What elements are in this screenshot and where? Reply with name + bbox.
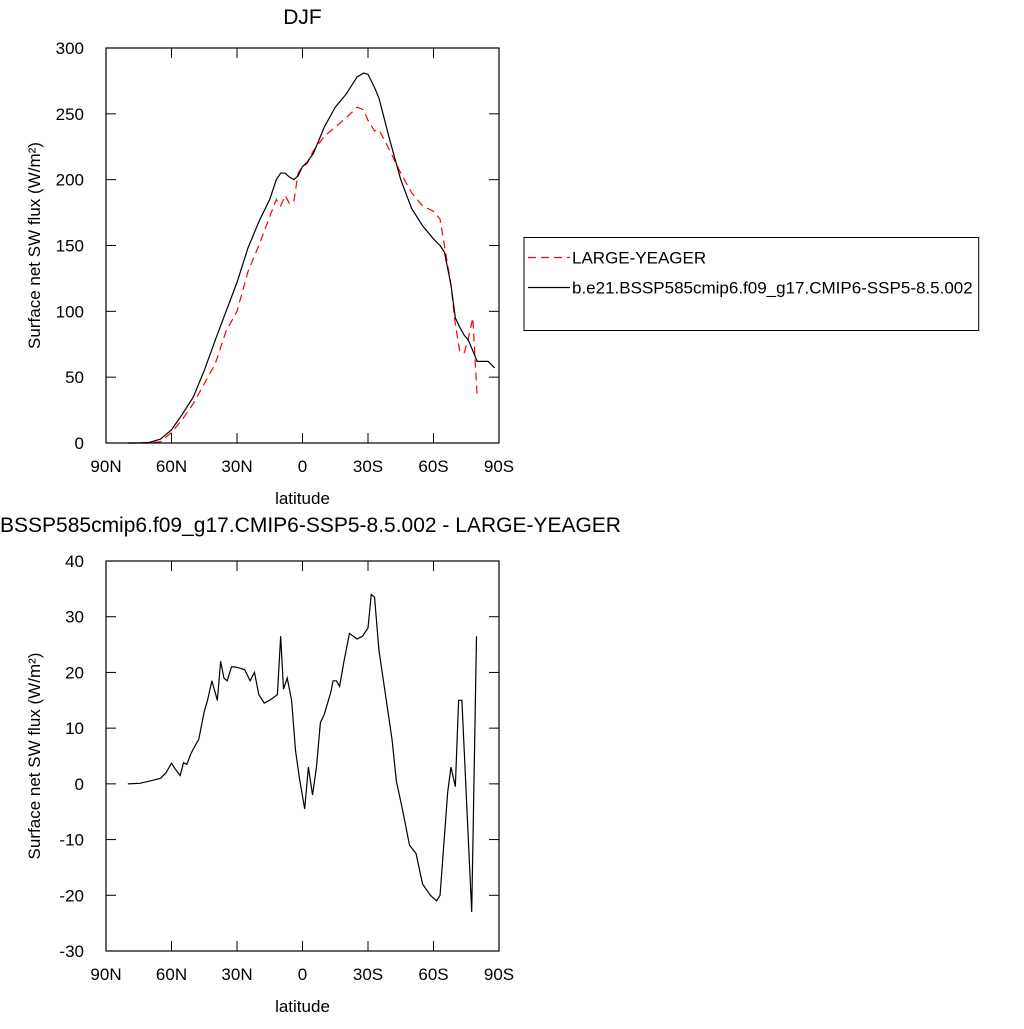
y-tick-label: 250 (56, 105, 84, 124)
x-tick-label: 30N (221, 965, 252, 984)
data-line (127, 72, 496, 444)
y-axis-label: Surface net SW flux (W/m²) (25, 142, 44, 349)
legend-frame (523, 237, 980, 331)
y-tick-label: 50 (65, 368, 84, 387)
chart-title: DJF (283, 6, 322, 29)
x-tick-label: 90N (90, 965, 121, 984)
y-tick-label: 0 (75, 434, 84, 453)
x-axis-label: latitude (275, 997, 330, 1016)
y-tick-label: 30 (65, 608, 84, 627)
x-tick-label: 90N (90, 457, 121, 476)
legend-label: LARGE-YEAGER (572, 249, 706, 268)
x-tick-label: 0 (298, 457, 307, 476)
y-tick-label: 150 (56, 237, 84, 256)
x-tick-label: 60S (418, 457, 448, 476)
x-tick-label: 30S (353, 965, 383, 984)
data-line (127, 106, 478, 444)
y-axis-label: Surface net SW flux (W/m²) (25, 653, 44, 860)
y-tick-label: 0 (75, 775, 84, 794)
y-tick-label: 300 (56, 39, 84, 58)
legend-label: b.e21.BSSP585cmip6.f09_g17.CMIP6-SSP5-8.… (572, 279, 973, 298)
x-tick-label: 0 (298, 965, 307, 984)
x-tick-label: 90S (484, 457, 514, 476)
x-tick-label: 30N (221, 457, 252, 476)
x-tick-label: 60S (418, 965, 448, 984)
y-tick-label: -10 (59, 831, 84, 850)
y-tick-label: 200 (56, 171, 84, 190)
y-tick-label: -30 (59, 942, 84, 961)
x-axis-label: latitude (275, 489, 330, 508)
legend: LARGE-YEAGER b.e21.BSSP585cmip6.f09_g17.C… (523, 237, 980, 331)
x-tick-label: 60N (156, 457, 187, 476)
chart-title: BSSP585cmip6.f09_g17.CMIP6-SSP5-8.5.002 … (0, 514, 621, 537)
y-tick-label: -20 (59, 886, 84, 905)
y-tick-label: 40 (65, 552, 84, 571)
x-tick-label: 30S (353, 457, 383, 476)
y-tick-label: 10 (65, 719, 84, 738)
x-tick-label: 90S (484, 965, 514, 984)
y-tick-label: 20 (65, 663, 84, 682)
y-tick-label: 100 (56, 302, 84, 321)
data-line (127, 593, 478, 913)
x-tick-label: 60N (156, 965, 187, 984)
